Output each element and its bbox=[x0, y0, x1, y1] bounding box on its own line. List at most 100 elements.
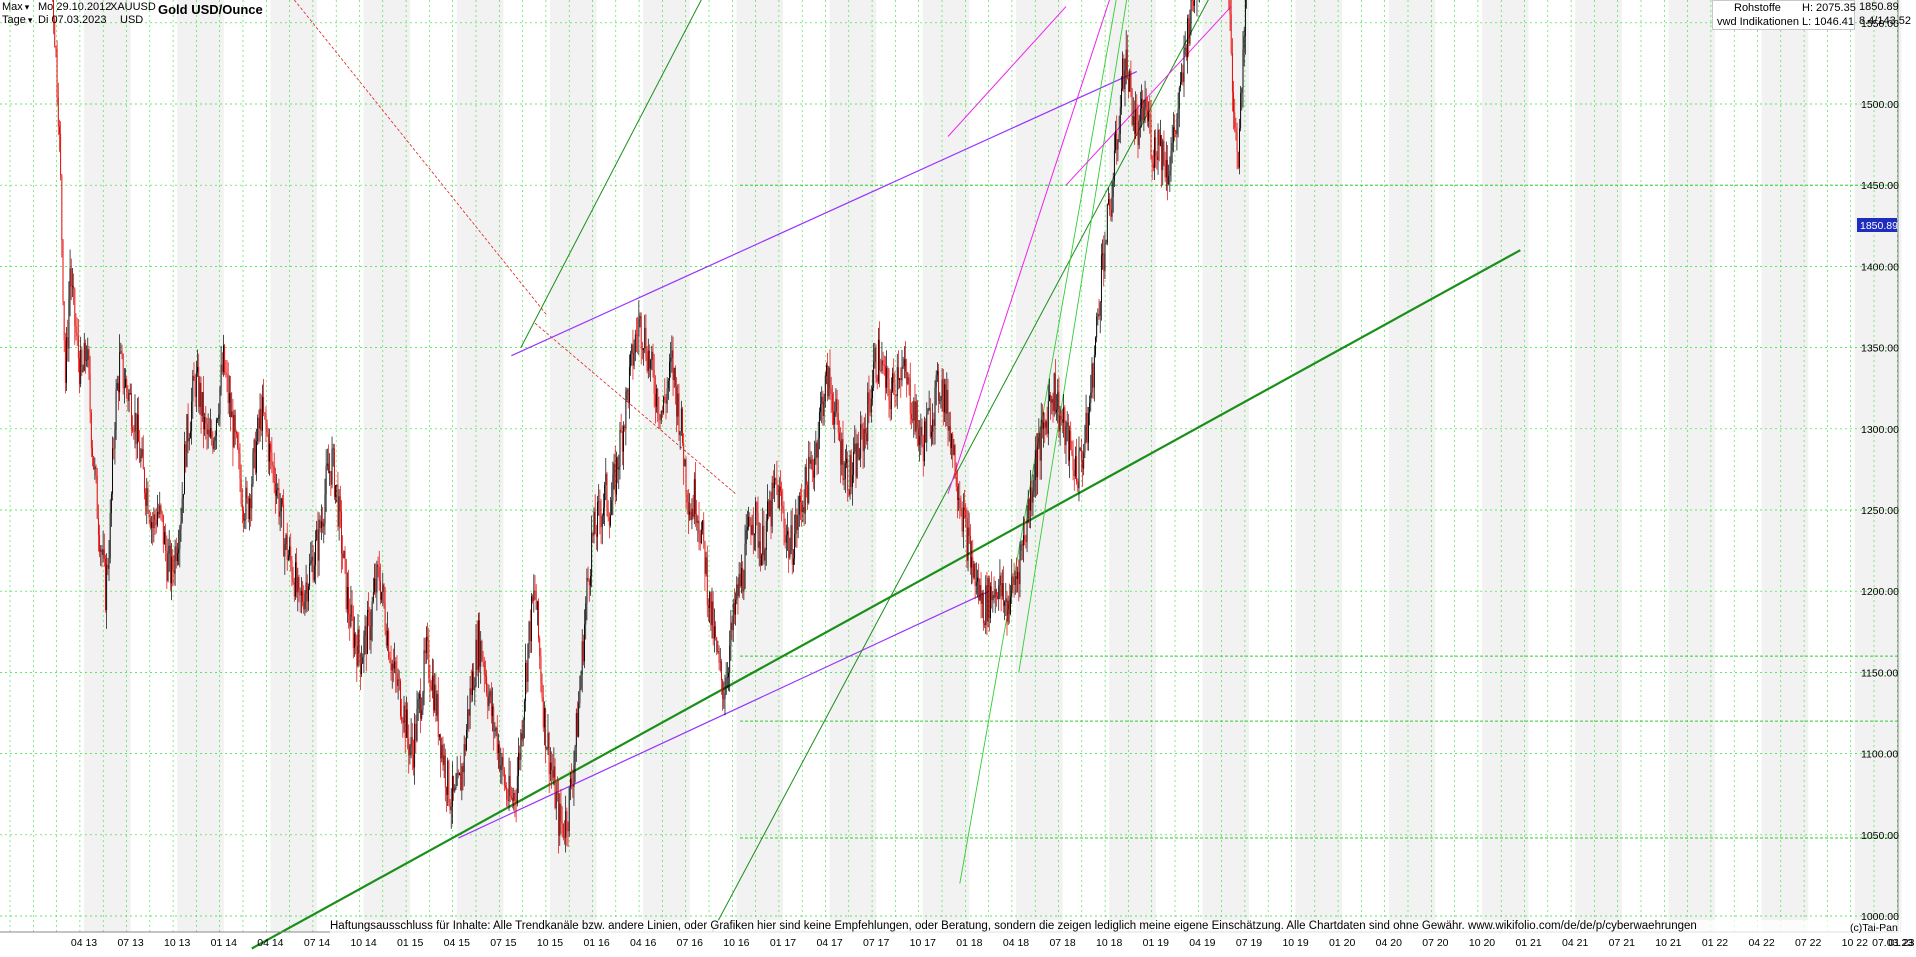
candle-body bbox=[1185, 47, 1187, 58]
candle-body bbox=[469, 688, 471, 716]
candle-body bbox=[853, 451, 855, 476]
candle-body bbox=[615, 457, 617, 495]
candle-body bbox=[680, 408, 682, 432]
candle-body bbox=[746, 527, 748, 530]
candle-body bbox=[227, 375, 229, 403]
candle-body bbox=[231, 411, 233, 418]
candle-body bbox=[241, 504, 243, 511]
candle-body bbox=[1027, 499, 1029, 519]
range-dropdown[interactable]: Max bbox=[2, 1, 29, 14]
candle-body bbox=[1084, 440, 1086, 453]
candle-body bbox=[343, 550, 345, 558]
candle-body bbox=[565, 811, 567, 838]
candle-body bbox=[829, 367, 831, 389]
candle-body bbox=[220, 364, 222, 388]
x-axis: 04 13 07 13 10 13 01 14 04 14 07 14 10 14 01 15… bbox=[0, 931, 1915, 949]
candle-body bbox=[1080, 447, 1082, 461]
candle-body bbox=[934, 387, 936, 427]
candle-body bbox=[237, 434, 239, 448]
candle-body bbox=[215, 419, 217, 436]
candle-body bbox=[895, 394, 897, 397]
candle-body bbox=[424, 650, 426, 653]
candle-body bbox=[356, 646, 358, 667]
alternating-stripes bbox=[84, 0, 1902, 932]
candle-body bbox=[599, 501, 601, 517]
x-end-label: 07.03.23 bbox=[1872, 937, 1913, 949]
candle-body bbox=[382, 584, 384, 593]
candle-body bbox=[464, 744, 466, 751]
candle-body bbox=[842, 439, 844, 480]
candle-body bbox=[962, 507, 964, 532]
candle-body bbox=[218, 414, 220, 420]
candle-body bbox=[1191, 0, 1193, 1]
candle-body bbox=[490, 690, 492, 716]
candle-body bbox=[168, 545, 170, 554]
candle-body bbox=[1037, 447, 1039, 478]
candle-body bbox=[899, 378, 901, 380]
stripe bbox=[1016, 0, 1063, 932]
candle-body bbox=[94, 466, 96, 469]
candle-body bbox=[748, 516, 750, 528]
candle-body bbox=[1097, 314, 1099, 317]
candle-body bbox=[64, 340, 66, 383]
candle-body bbox=[226, 373, 228, 376]
candle-body bbox=[831, 393, 833, 411]
x-tick-label: 07 13 bbox=[117, 937, 143, 949]
candle-body bbox=[685, 459, 687, 495]
candle-body bbox=[999, 575, 1001, 586]
candle-body bbox=[476, 639, 478, 670]
candle-body bbox=[1039, 433, 1041, 461]
candle-body bbox=[847, 458, 849, 491]
candle-body bbox=[161, 511, 163, 515]
candle-body bbox=[70, 268, 72, 287]
candle-body bbox=[762, 525, 764, 556]
candle-body bbox=[558, 793, 560, 836]
candle-body bbox=[147, 488, 149, 513]
stripe bbox=[270, 0, 317, 932]
candle-body bbox=[506, 787, 508, 800]
candle-body bbox=[1187, 18, 1188, 58]
y-tick-label: 1150.00 bbox=[1861, 667, 1898, 679]
candle-body bbox=[610, 515, 611, 526]
candle-body bbox=[973, 563, 975, 578]
candle-body bbox=[1012, 576, 1014, 579]
candle-body bbox=[1157, 129, 1159, 160]
candle-body bbox=[674, 368, 676, 387]
candle-body bbox=[1103, 253, 1105, 272]
candle-body bbox=[338, 496, 340, 527]
candle-body bbox=[815, 442, 817, 459]
candle-body bbox=[443, 755, 445, 766]
candle-body bbox=[74, 288, 76, 326]
interval-dropdown[interactable]: Tage bbox=[2, 14, 32, 27]
candle-body bbox=[1150, 117, 1152, 156]
candle-body bbox=[1019, 550, 1021, 585]
candle-body bbox=[921, 426, 923, 445]
candle-body bbox=[657, 389, 659, 414]
candle-body bbox=[724, 693, 726, 699]
date-to: Di 07.03.2023 bbox=[38, 14, 107, 26]
candle-body bbox=[923, 421, 925, 462]
candle-body bbox=[146, 488, 148, 506]
candle-body bbox=[181, 498, 183, 522]
candle-body bbox=[59, 126, 60, 134]
candle-body bbox=[735, 599, 737, 615]
y-tick-label: 1450.00 bbox=[1861, 180, 1899, 192]
candle-body bbox=[731, 622, 733, 630]
candle-body bbox=[1000, 575, 1002, 597]
candle-body bbox=[868, 392, 870, 405]
candle-body bbox=[207, 429, 209, 435]
candle-body bbox=[510, 796, 512, 798]
candle-body bbox=[96, 475, 98, 519]
candle-body bbox=[440, 734, 442, 759]
candle-body bbox=[374, 578, 375, 593]
candle-body bbox=[364, 625, 366, 636]
candle-body bbox=[350, 604, 352, 627]
candle-body bbox=[273, 466, 275, 483]
candle-body bbox=[948, 426, 950, 431]
candle-body bbox=[892, 373, 893, 392]
candle-body bbox=[451, 776, 453, 807]
candle-body bbox=[990, 586, 991, 619]
candle-body bbox=[162, 514, 164, 545]
